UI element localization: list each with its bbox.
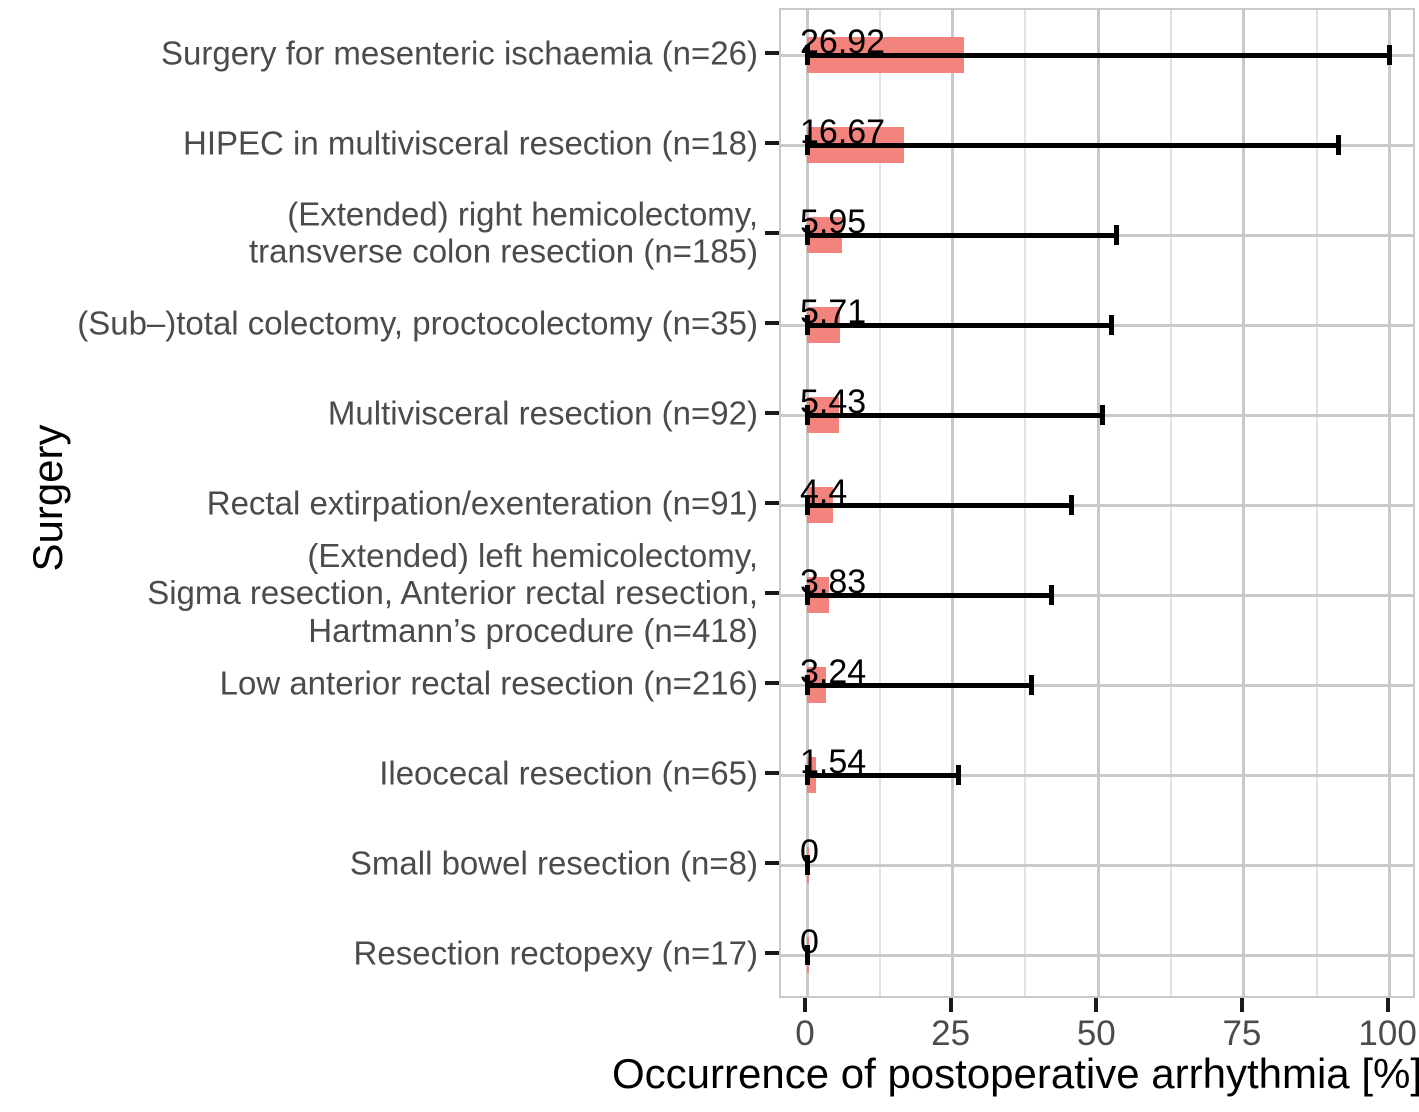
category-label: Resection rectopexy (n=17): [353, 934, 758, 972]
error-bar-line: [807, 592, 1052, 598]
gridline-major-horizontal: [781, 593, 1413, 597]
gridline-major-vertical: [1242, 10, 1246, 996]
error-bar-line: [807, 52, 1390, 58]
error-bar-right-cap: [1100, 405, 1106, 425]
gridline-major-horizontal: [781, 953, 1413, 957]
x-axis-title: Occurrence of postoperative arrhythmia […: [612, 1050, 1419, 1097]
x-tick-label: 50: [1076, 1014, 1116, 1053]
value-label: 16.67: [800, 113, 886, 151]
gridline-major-horizontal: [781, 503, 1413, 507]
category-label: Multivisceral resection (n=92): [327, 394, 758, 432]
value-label: 3.24: [800, 653, 867, 691]
x-tick-label: 100: [1358, 1014, 1417, 1053]
x-tick-label: 75: [1222, 1014, 1262, 1053]
category-label: Low anterior rectal resection (n=216): [219, 664, 758, 702]
error-bar-right-cap: [1049, 585, 1055, 605]
value-label: 5.95: [800, 203, 867, 241]
x-axis-tick: [803, 998, 807, 1012]
value-label: 0: [800, 833, 819, 871]
error-bar-line: [807, 502, 1072, 508]
y-axis-tick: [765, 141, 779, 145]
x-tick-label: 25: [931, 1014, 971, 1053]
y-axis-tick: [765, 501, 779, 505]
category-label: (Extended) right hemicolectomy, transver…: [248, 195, 758, 270]
x-tick-label: 0: [795, 1014, 815, 1053]
gridline-minor-vertical: [1315, 10, 1318, 996]
x-axis-tick: [1385, 998, 1390, 1012]
gridline-major-vertical: [1096, 10, 1100, 996]
error-bar-right-cap: [1069, 495, 1074, 515]
y-axis-tick: [765, 591, 779, 595]
y-axis-tick: [765, 231, 779, 235]
x-axis-tick: [1239, 998, 1244, 1012]
value-label: 0: [800, 923, 819, 961]
value-label: 1.54: [800, 743, 867, 781]
error-bar-line: [807, 232, 1117, 238]
error-bar-right-cap: [1335, 135, 1341, 155]
plot-panel: 26.92 16.67 5.95 5.71 5.43 4.4 3.83 3.24 1.54 0 0: [779, 8, 1415, 998]
y-axis-tick: [765, 861, 779, 865]
error-bar-line: [807, 142, 1339, 148]
y-axis-tick: [765, 321, 779, 325]
error-bar-line: [807, 322, 1112, 328]
category-label: (Extended) left hemicolectomy, Sigma res…: [147, 537, 758, 649]
y-axis-tick: [765, 771, 779, 775]
gridline-minor-vertical: [1170, 10, 1173, 996]
y-axis-tick: [765, 51, 779, 55]
x-axis-tick: [948, 998, 953, 1012]
category-label: Ileocecal resection (n=65): [379, 754, 758, 792]
value-label: 5.43: [800, 383, 867, 421]
category-label: Surgery for mesenteric ischaemia (n=26): [161, 34, 758, 72]
y-axis-title: Surgery: [24, 424, 71, 572]
gridline-major-horizontal: [781, 863, 1413, 867]
error-bar-line: [807, 682, 1032, 688]
value-label: 5.71: [800, 293, 867, 331]
value-label: 26.92: [800, 23, 886, 61]
error-bar-right-cap: [1029, 675, 1035, 695]
value-label: 4.4: [800, 473, 848, 511]
error-bar-left-cap: [804, 855, 810, 875]
error-bar-line: [807, 412, 1103, 418]
error-bar-right-cap: [1114, 225, 1120, 245]
error-bar-right-cap: [1387, 45, 1393, 65]
x-axis-tick: [1094, 998, 1099, 1012]
category-label: Small bowel resection (n=8): [349, 844, 758, 882]
error-bar-right-cap: [1108, 315, 1114, 335]
category-label: Rectal extirpation/exenteration (n=91): [206, 484, 758, 522]
category-label: HIPEC in multivisceral resection (n=18): [183, 124, 758, 162]
value-label: 3.83: [800, 563, 867, 601]
gridline-major-horizontal: [781, 683, 1413, 687]
category-label: (Sub–)total colectomy, proctocolectomy (…: [77, 304, 758, 342]
gridline-major-vertical: [1388, 10, 1392, 996]
y-axis-tick: [765, 681, 779, 685]
error-bar-line: [807, 772, 959, 778]
gridline-major-horizontal: [781, 773, 1413, 777]
error-bar-left-cap: [804, 945, 810, 965]
y-axis-tick: [765, 411, 779, 415]
error-bar-right-cap: [955, 765, 961, 785]
y-axis-tick: [765, 951, 779, 955]
